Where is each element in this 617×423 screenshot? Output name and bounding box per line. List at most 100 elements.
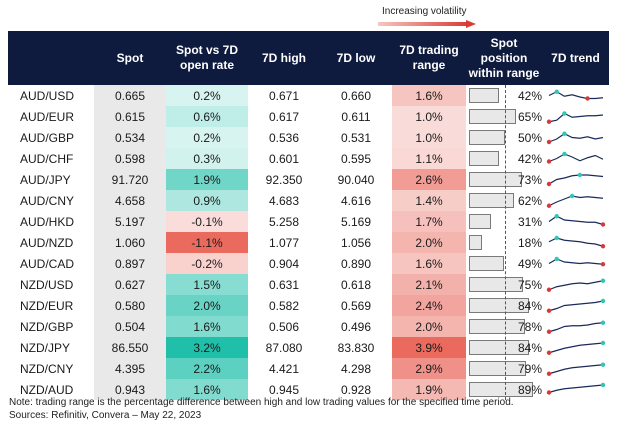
trend-high-marker [600, 320, 606, 325]
high-value: 87.080 [265, 340, 303, 355]
spot-vs-open-value: 0.2% [166, 85, 248, 106]
high-value: 0.617 [268, 109, 300, 124]
trend-low-marker [546, 308, 552, 313]
trend-low-marker [546, 329, 552, 334]
trend-high-marker [600, 340, 606, 346]
trend-line [548, 300, 604, 312]
footnote: Note: trading range is the percentage di… [9, 397, 514, 408]
trend-low-marker [600, 222, 606, 227]
high-value: 92.350 [265, 172, 303, 187]
trend-low-marker [546, 287, 552, 292]
position-bar [469, 256, 505, 271]
high-value: 0.506 [268, 319, 300, 334]
range-value: 2.1% [392, 274, 466, 295]
trend-sparkline [546, 278, 606, 292]
position-value: 42% [517, 151, 542, 166]
trend-high-marker [554, 235, 559, 241]
spot-value: 0.627 [94, 274, 166, 295]
low-value: 0.531 [340, 130, 372, 145]
trend-line [548, 174, 604, 185]
spot-value: 0.534 [94, 127, 166, 148]
spot-value: 91.720 [94, 169, 166, 190]
low-value: 0.611 [341, 109, 371, 124]
position-bar [469, 319, 526, 334]
trend-line [548, 364, 604, 375]
header-7d-trend: 7D trend [551, 50, 600, 65]
range-value: 1.6% [392, 85, 466, 106]
high-value: 0.671 [268, 88, 300, 103]
spot-vs-open-value: 3.2% [166, 337, 248, 358]
high-value: 4.683 [268, 193, 300, 208]
table-row: AUD/HKD 5.197 -0.1% 5.258 5.169 1.7% 31% [8, 211, 609, 232]
fx-table: Spot Spot vs 7D open rate 7D high 7D low… [8, 31, 609, 400]
trend-line [548, 322, 604, 333]
position-value: 84% [517, 298, 542, 313]
range-value: 3.9% [392, 337, 466, 358]
trend-sparkline [546, 298, 606, 313]
trend-sparkline [546, 193, 604, 208]
range-value: 1.6% [392, 253, 466, 274]
position-bar [469, 277, 523, 292]
trend-low-marker [600, 262, 606, 267]
trend-low-marker [546, 139, 552, 145]
spot-value: 0.504 [94, 316, 166, 337]
trend-low-marker [546, 119, 552, 124]
position-bar [469, 130, 505, 145]
high-value: 0.582 [268, 298, 300, 313]
range-value: 1.9% [392, 379, 466, 400]
trend-high-marker [577, 172, 583, 178]
table-row: NZD/EUR 0.580 2.0% 0.582 0.569 2.4% 84% [8, 295, 609, 316]
trend-line [548, 133, 604, 143]
table-row: NZD/AUD 0.943 1.6% 0.945 0.928 1.9% 89% [8, 379, 609, 400]
range-value: 2.0% [392, 316, 466, 337]
spot-vs-open-value: 1.5% [166, 274, 248, 295]
spot-value: 0.580 [94, 295, 166, 316]
trend-low-marker [600, 244, 606, 249]
table-row: AUD/CNY 4.658 0.9% 4.683 4.616 1.4% 62% [8, 190, 609, 211]
spot-value: 0.897 [94, 253, 166, 274]
table-body: AUD/USD 0.665 0.2% 0.671 0.660 1.6% 42% AUD/EUR… [8, 85, 609, 400]
spot-vs-open-value: 0.2% [166, 127, 248, 148]
spot-value: 0.943 [94, 379, 166, 400]
range-value: 2.9% [392, 358, 466, 379]
trend-low-marker [546, 203, 552, 208]
source-line: Sources: Refinitiv, Convera – May 22, 20… [9, 410, 202, 421]
range-value: 1.0% [392, 127, 466, 148]
trend-sparkline [546, 172, 604, 187]
spot-vs-open-value: 1.6% [166, 379, 248, 400]
trend-high-marker [569, 193, 575, 199]
low-value: 0.890 [340, 256, 372, 271]
low-value: 0.928 [340, 382, 372, 397]
trend-high-marker [554, 89, 559, 94]
header-7d-range-label: 7D trading range [399, 43, 459, 72]
position-value: 42% [517, 88, 542, 103]
header-7d-high: 7D high [262, 50, 306, 65]
spot-vs-open-value: -0.1% [166, 211, 248, 232]
currency-pair: NZD/GBP [20, 319, 74, 334]
trend-line [548, 112, 604, 123]
spot-vs-open-value: 1.9% [166, 169, 248, 190]
spot-vs-open-value: 0.9% [166, 190, 248, 211]
trend-sparkline [546, 151, 604, 164]
position-bar [469, 214, 492, 229]
currency-pair: AUD/JPY [20, 172, 71, 187]
high-value: 0.601 [268, 151, 300, 166]
low-value: 4.616 [340, 193, 372, 208]
trend-low-marker [546, 350, 552, 355]
table-row: AUD/CHF 0.598 0.3% 0.601 0.595 1.1% 42% [8, 148, 609, 169]
position-midline [505, 85, 506, 400]
low-value: 0.569 [340, 298, 372, 313]
table-row: AUD/CAD 0.897 -0.2% 0.904 0.890 1.6% 49% [8, 253, 609, 274]
range-value: 1.0% [392, 106, 466, 127]
low-value: 5.169 [340, 214, 372, 229]
table-row: AUD/USD 0.665 0.2% 0.671 0.660 1.6% 42% [8, 85, 609, 106]
spot-vs-open-value: -1.1% [166, 232, 248, 253]
range-value: 1.1% [392, 148, 466, 169]
spot-value: 0.598 [94, 148, 166, 169]
table-row: AUD/JPY 91.720 1.9% 92.350 90.040 2.6% 73% [8, 169, 609, 190]
spot-vs-open-value: 0.3% [166, 148, 248, 169]
currency-pair: NZD/USD [20, 277, 74, 292]
spot-value: 86.550 [94, 337, 166, 358]
low-value: 1.056 [340, 235, 372, 250]
currency-pair: NZD/AUD [20, 382, 74, 397]
